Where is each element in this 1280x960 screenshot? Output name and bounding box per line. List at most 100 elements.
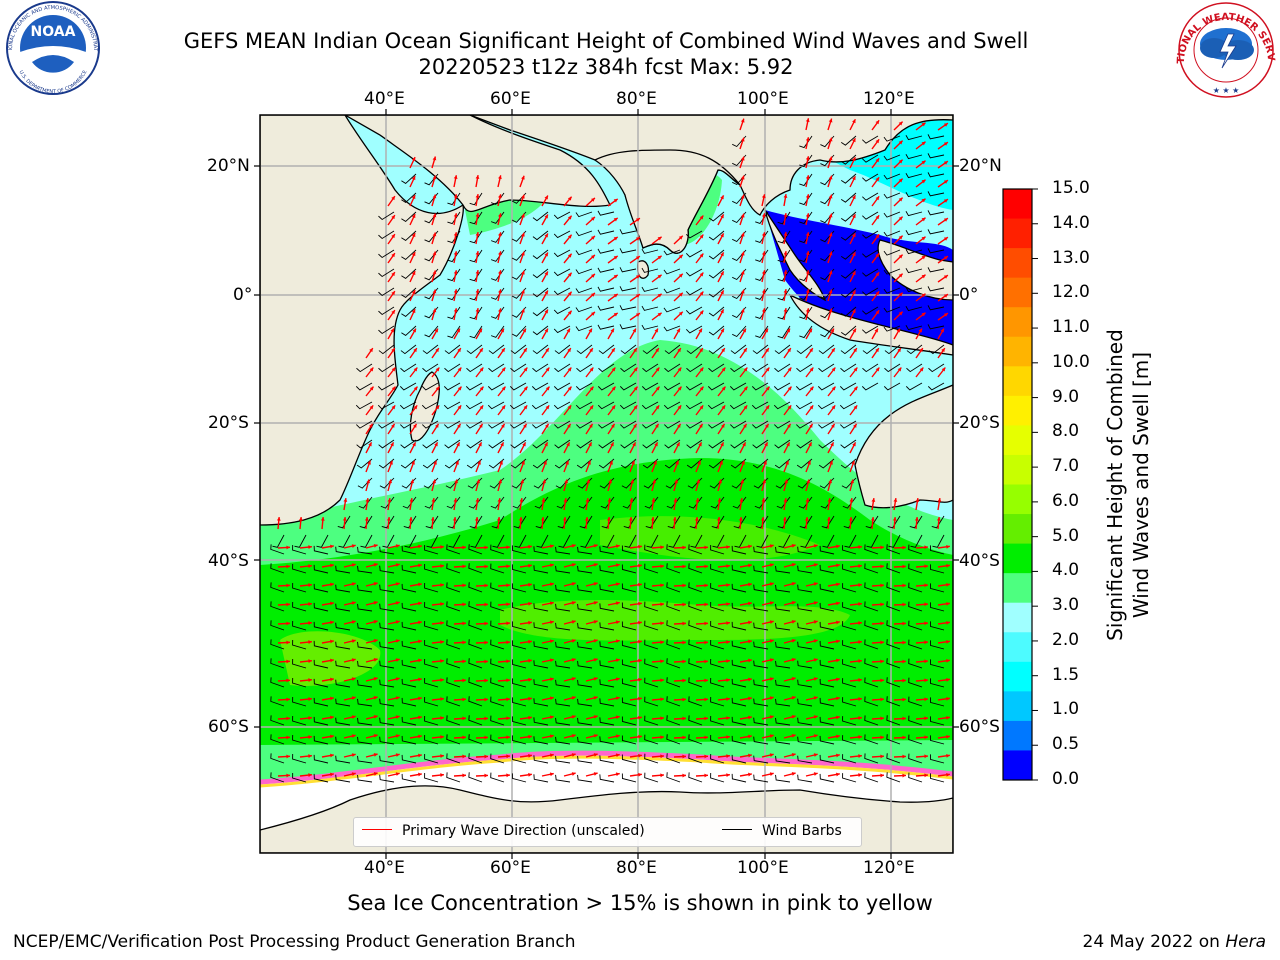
wave-arrow-head bbox=[549, 715, 554, 720]
wind-barb bbox=[775, 717, 791, 726]
wave-arrow-head bbox=[726, 640, 730, 645]
wind-barb bbox=[731, 621, 747, 631]
colorbar-tick-label: 5.0 bbox=[1052, 525, 1080, 546]
wave-arrow-head bbox=[946, 753, 950, 758]
wind-barb bbox=[598, 420, 615, 429]
wind-barb bbox=[910, 534, 923, 548]
wave-arrow-head bbox=[454, 479, 458, 484]
wave-arrow-head bbox=[769, 620, 774, 624]
wind-barb bbox=[381, 515, 395, 529]
wave-arrow-head bbox=[858, 564, 862, 568]
wind-barb bbox=[799, 287, 813, 301]
wind-barb bbox=[335, 679, 351, 688]
wave-arrow-head bbox=[478, 328, 482, 333]
wave-arrow-head bbox=[501, 423, 505, 428]
wave-arrow-head bbox=[893, 498, 898, 502]
wind-barb bbox=[465, 382, 483, 391]
wave-arrow-head bbox=[591, 235, 595, 240]
wind-barb bbox=[819, 640, 835, 650]
wave-arrow-head bbox=[608, 479, 612, 484]
wind-barb bbox=[864, 639, 879, 650]
wind-barb bbox=[533, 736, 549, 745]
wave-arrow-head bbox=[497, 498, 502, 502]
wave-arrow-head bbox=[351, 582, 356, 586]
wave-arrow-head bbox=[738, 517, 743, 521]
colorbar-segment bbox=[1003, 602, 1032, 633]
wind-barb bbox=[597, 305, 615, 311]
wave-arrow-head bbox=[786, 328, 790, 333]
wind-barb bbox=[799, 154, 813, 168]
wave-arrow-head bbox=[726, 545, 730, 550]
colorbar-frame bbox=[1002, 188, 1033, 781]
wave-arrow-head bbox=[921, 236, 926, 241]
wave-arrow-head bbox=[785, 460, 789, 465]
wind-barb bbox=[862, 287, 879, 296]
wave-arrow-head bbox=[586, 479, 590, 484]
wind-barb bbox=[292, 734, 307, 745]
wave-arrow-head bbox=[457, 367, 462, 372]
wind-barb bbox=[532, 420, 549, 429]
wave-arrow-head bbox=[697, 460, 701, 465]
wind-barb bbox=[424, 496, 439, 509]
wave-arrow-head bbox=[858, 697, 862, 701]
wave-arrow-head bbox=[791, 563, 796, 567]
wave-arrow-head bbox=[791, 601, 796, 605]
wave-arrow-head bbox=[462, 754, 466, 759]
wave-arrow-head bbox=[498, 232, 502, 237]
wave-arrow-head bbox=[593, 677, 598, 681]
wave-arrow-head bbox=[484, 697, 488, 702]
wind-barb bbox=[619, 324, 637, 330]
wind-barb bbox=[864, 620, 879, 631]
wave-arrow-head bbox=[308, 754, 312, 758]
wave-arrow-head bbox=[633, 386, 638, 391]
wind-barb bbox=[577, 660, 593, 669]
wave-arrow-head bbox=[475, 232, 480, 236]
wind-barb bbox=[379, 736, 395, 745]
wind-barb bbox=[842, 735, 857, 745]
wind-barb bbox=[840, 192, 857, 203]
wind-barb bbox=[887, 515, 901, 529]
wave-arrow-head bbox=[805, 213, 810, 218]
wind-barb bbox=[664, 344, 681, 355]
wind-barb bbox=[753, 736, 769, 745]
wind-barb bbox=[575, 287, 593, 294]
wind-barb bbox=[708, 306, 725, 317]
wave-arrow-head bbox=[475, 175, 480, 179]
wave-arrow-head bbox=[413, 386, 418, 391]
wave-arrow-head bbox=[432, 308, 437, 313]
wind-barb bbox=[401, 306, 417, 317]
wind-barb bbox=[708, 420, 725, 429]
wave-arrow-head bbox=[633, 348, 637, 353]
wave-arrow-head bbox=[388, 479, 392, 484]
wind-barb bbox=[840, 363, 857, 373]
colorbar-segment bbox=[1003, 661, 1032, 692]
wind-barb bbox=[753, 584, 769, 593]
wind-barb bbox=[819, 545, 835, 555]
wind-barb bbox=[883, 192, 901, 199]
wave-arrow-head bbox=[896, 328, 900, 333]
wind-barb bbox=[294, 534, 307, 548]
wind-barb bbox=[820, 325, 835, 338]
wind-barb bbox=[422, 344, 439, 355]
wave-arrow-head bbox=[411, 309, 416, 314]
wave-arrow-head bbox=[571, 582, 576, 586]
wind-barb bbox=[356, 439, 373, 449]
wave-arrow-head bbox=[506, 697, 510, 702]
wave-arrow-head bbox=[373, 715, 378, 719]
wave-arrow-head bbox=[880, 773, 884, 778]
wind-barb bbox=[555, 565, 571, 574]
wave-arrow-head bbox=[298, 517, 303, 521]
wind-barb bbox=[800, 534, 813, 548]
wave-arrow-head bbox=[373, 658, 378, 662]
wave-arrow-head bbox=[660, 602, 664, 607]
wind-barb bbox=[731, 640, 747, 650]
wave-arrow-head bbox=[769, 601, 774, 605]
wave-arrow-head bbox=[528, 772, 532, 777]
wave-arrow-head bbox=[506, 545, 510, 550]
wind-barb bbox=[466, 344, 483, 355]
wave-arrow-head bbox=[563, 498, 568, 502]
wind-barb bbox=[818, 420, 835, 429]
wave-arrow-head bbox=[435, 423, 439, 428]
wave-arrow-head bbox=[571, 563, 576, 567]
wind-barb bbox=[663, 287, 681, 294]
